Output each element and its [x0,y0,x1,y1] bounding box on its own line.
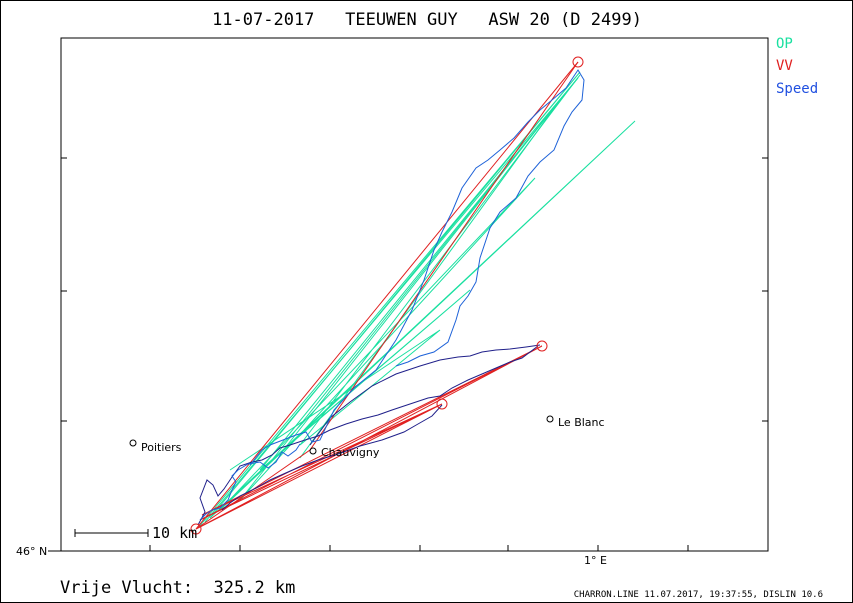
scale-bar-label: 10 km [152,524,197,542]
credit-line: CHARRON.LINE 11.07.2017, 19:37:55, DISLI… [574,590,823,600]
lon-label: 1° E [584,554,607,567]
chauvigny-marker [309,447,317,455]
place-poitiers: Poitiers [141,441,182,454]
legend-vv: VV [776,58,793,74]
place-le-blanc: Le Blanc [558,416,605,429]
legend-speed: Speed [776,81,818,97]
scale-bar [74,529,149,537]
title: 11-07-2017 TEEUWEN GUY ASW 20 (D 2499) [212,10,642,30]
lat-label: 46° N [16,545,47,558]
place-markers [129,415,554,455]
distance-label: Vrije Vlucht: 325.2 km [60,578,295,598]
poitiers-marker [129,439,137,447]
place-chauvigny: Chauvigny [321,446,380,459]
op-lines [197,71,636,529]
turnpoints [190,56,584,535]
le-blanc-marker [546,415,554,423]
flight-track [197,69,585,526]
vv-lines [195,61,579,530]
map-frame [60,37,769,552]
lon-ticks [48,545,689,552]
lat-ticks [61,157,768,422]
legend-op: OP [776,36,793,52]
